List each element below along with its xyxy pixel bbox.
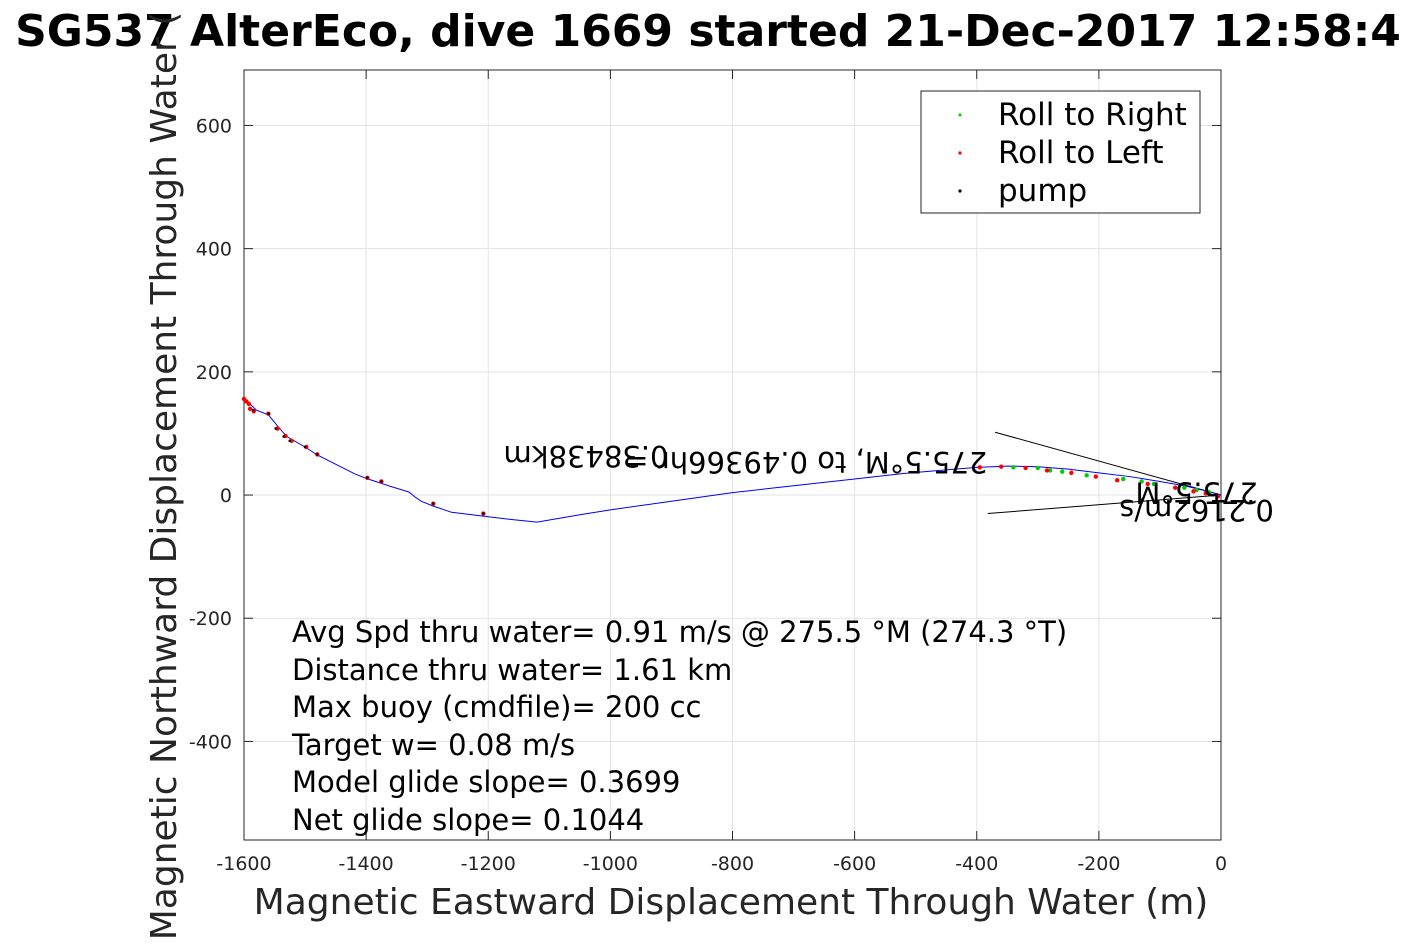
roll-right-point [1084,473,1089,478]
roll-left-point [1069,470,1074,476]
x-axis-label: Magnetic Eastward Displacement Through W… [254,882,1209,923]
stats-line-net-glide-slope: Net glide slope= 0.1044 [292,803,644,837]
axis-ticks: -1600 -1400 -1200 -1000 -800 -600 -400 -200 0 -40… [189,70,1227,875]
legend-marker-roll-left [958,151,962,155]
stats-line-max-buoy: Max buoy (cmdfile)= 200 cc [292,690,701,724]
x-tick-label: -200 [1077,853,1120,875]
roll-right-point [1121,476,1126,482]
roll-left-point [1215,494,1221,499]
legend-box [920,90,1201,214]
x-tick-label: -1400 [339,853,394,875]
stats-line-distance: Distance thru water= 1.61 km [292,653,732,687]
current-annotation-label: 0.38438km [503,439,668,473]
pump-point [267,412,270,416]
current-annotation-label: 0.2162m/s [1119,493,1274,527]
current-annotation-label: 275.5°M [1135,476,1258,510]
roll-left-point [1044,468,1050,473]
pump-point [482,512,485,515]
roll-right-point [1182,485,1187,490]
roll-left-point [998,464,1004,469]
roll-left-point [247,406,253,411]
y-tick-label: -200 [189,608,232,630]
y-tick-label: 600 [196,115,232,137]
roll-right-point [1035,465,1041,471]
current-annotation-label: 275.5°M, to 0.49366hr = [624,445,987,479]
roll-left-point [246,401,252,407]
legend: Roll to Right Roll to Left pump [920,90,1201,214]
roll-left-point [1203,490,1208,496]
legend-marker-roll-right [958,113,962,117]
roll-right-point [1047,468,1053,473]
y-tick-label: 0 [220,485,232,507]
x-tick-label: -600 [833,853,876,875]
dive-track-line [243,398,1222,523]
stats-box: Avg Spd thru water= 0.91 m/s @ 275.5 °M … [291,615,1067,837]
pump-point [380,480,383,483]
pump-point [315,453,319,456]
x-tick-label: -400 [955,853,998,875]
x-tick-label: -1200 [461,853,516,875]
stats-line-avg-speed: Avg Spd thru water= 0.91 m/s @ 275.5 °M … [292,615,1067,649]
roll-right-point [1011,465,1016,470]
roll-left-point [1173,485,1178,490]
roll-left-point [1145,481,1150,487]
stats-line-target-w: Target w= 0.08 m/s [291,728,575,762]
roll-left-point [289,438,294,444]
legend-marker-pump [958,189,962,193]
roll-right-point [1151,481,1157,487]
stats-line-model-glide-slope: Model glide slope= 0.3699 [292,765,680,799]
roll-left-point [275,426,280,431]
y-tick-label: -400 [189,731,232,753]
roll-left-point [1093,474,1099,479]
x-tick-label: -1600 [216,853,271,875]
pump-point [431,502,435,505]
pump-point [274,427,278,430]
y-axis-label: Magnetic Northward Displacement Through … [144,12,185,941]
roll-left-point [1114,478,1120,483]
chart-title: SG537 AlterEco, dive 1669 started 21-Dec… [15,6,1401,57]
pump-point [282,435,285,438]
x-tick-label: 0 [1215,853,1227,875]
pump-point [303,445,307,449]
legend-label-pump: pump [998,173,1087,209]
roll-left-point [977,465,983,470]
roll-right-point [1139,479,1144,484]
current-vector-line [987,494,1222,515]
current-vector-line [994,431,1222,496]
pump-point [366,476,369,480]
legend-label-roll-left: Roll to Left [998,135,1164,171]
roll-right-point [1060,469,1065,474]
x-tick-label: -800 [711,853,754,875]
x-tick-label: -1000 [583,853,638,875]
y-tick-label: 400 [196,239,232,261]
roll-left-point [241,396,247,402]
pump-point [288,439,292,443]
roll-left-point [1023,465,1028,471]
pump-point [251,408,255,412]
data-layer [241,396,1222,523]
legend-label-roll-right: Roll to Right [998,97,1187,133]
y-tick-label: 200 [196,362,232,384]
roll-left-point [1191,489,1196,494]
